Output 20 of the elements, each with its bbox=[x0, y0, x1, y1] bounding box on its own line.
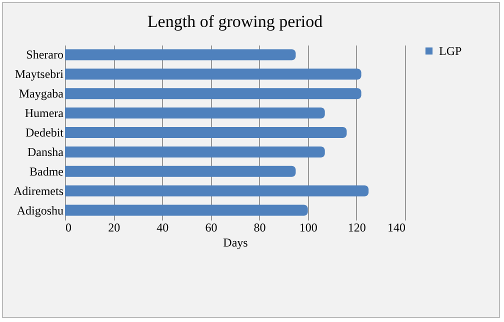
x-tick-label: 40 bbox=[156, 220, 169, 234]
y-tick-label: Badme bbox=[30, 164, 64, 178]
x-axis-title: Days bbox=[223, 236, 248, 250]
y-tick-label: Adigoshu bbox=[16, 203, 64, 218]
x-tick-label: 80 bbox=[254, 220, 266, 234]
y-tick-label: Dedebit bbox=[26, 126, 64, 140]
y-tick-label: Humera bbox=[24, 106, 64, 120]
y-tick-label: Dansha bbox=[28, 144, 64, 159]
x-tick-label: 100 bbox=[299, 220, 318, 234]
y-tick-label: Adiremets bbox=[14, 184, 64, 198]
y-tick-label: Maygaba bbox=[18, 86, 64, 101]
y-tick-label: Sheraro bbox=[26, 48, 64, 62]
x-tick-label: 0 bbox=[66, 220, 72, 234]
x-tick-label: 20 bbox=[108, 220, 120, 234]
legend-label: LGP bbox=[439, 44, 462, 58]
x-tick-label: 120 bbox=[348, 220, 366, 234]
x-tick-label: 140 bbox=[388, 220, 406, 234]
y-tick-label: Maytsebri bbox=[14, 67, 64, 82]
x-tick-label: 60 bbox=[205, 220, 218, 234]
chart-title: Length of growing period bbox=[147, 12, 324, 31]
